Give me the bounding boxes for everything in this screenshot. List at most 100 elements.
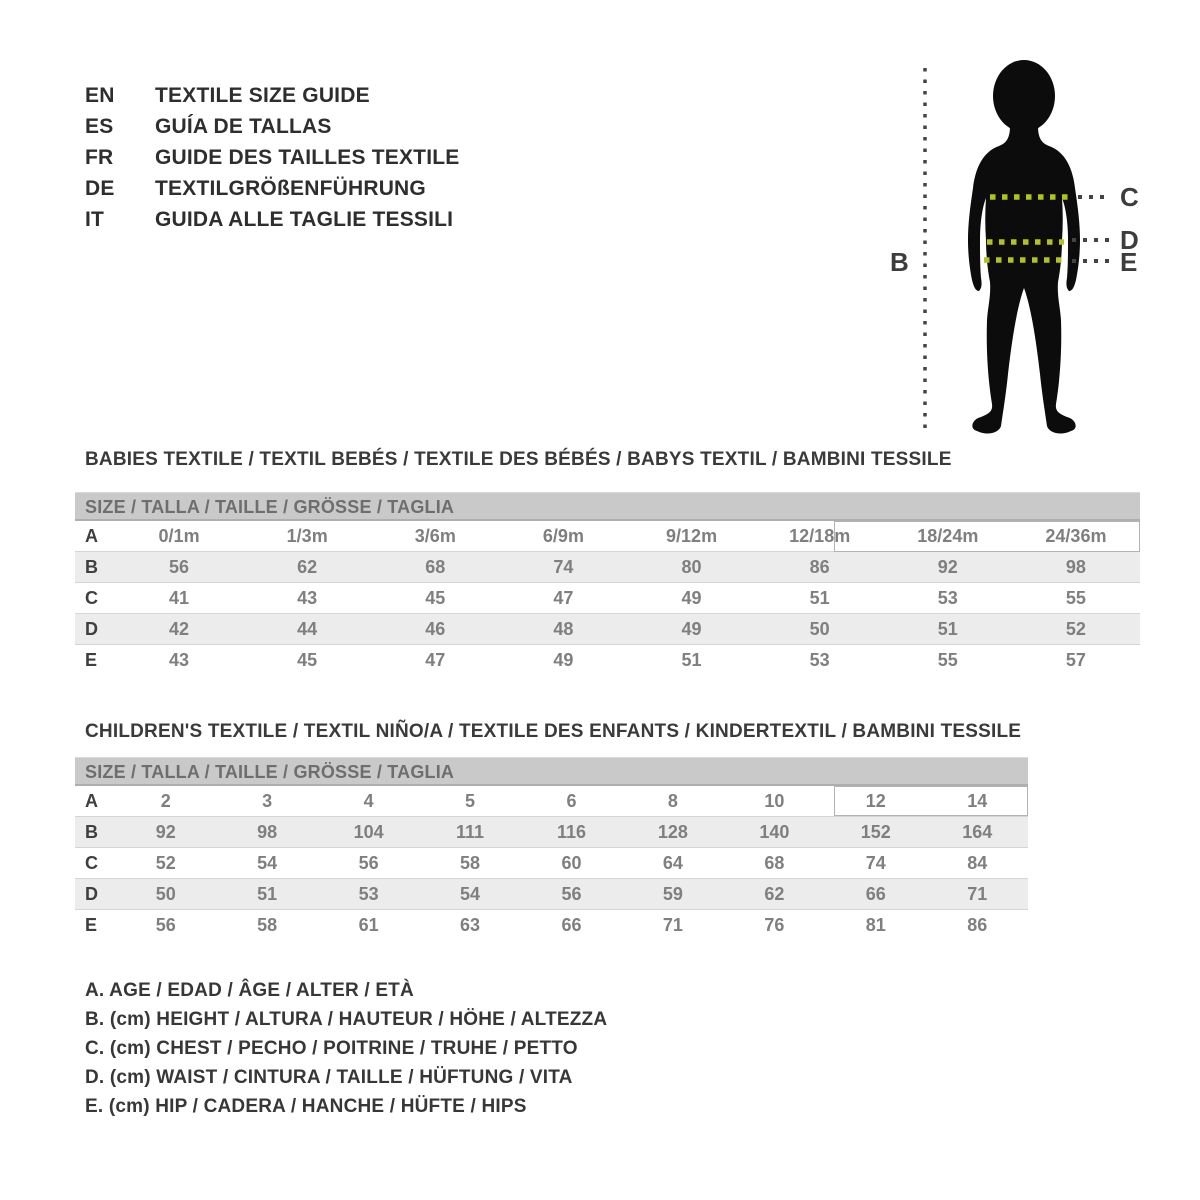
row-letter: D bbox=[85, 618, 98, 639]
size-cell: 12 bbox=[865, 790, 886, 811]
legend-line-chest: C. (cm) CHEST / PECHO / POITRINE / TRUHE… bbox=[85, 1038, 578, 1059]
size-cell: 56 bbox=[155, 914, 176, 935]
language-row-de: DE TEXTILGRÖßENFÜHRUNG bbox=[85, 173, 459, 204]
size-cell: 51 bbox=[257, 883, 278, 904]
size-cell: 9/12m bbox=[666, 525, 718, 546]
size-row-B: B 56 62 68 74 80 86 92 98 bbox=[75, 551, 1140, 583]
legend-line-hip: E. (cm) HIP / CADERA / HANCHE / HÜFTE / … bbox=[85, 1096, 527, 1117]
language-list: EN TEXTILE SIZE GUIDE ES GUÍA DE TALLAS … bbox=[85, 80, 459, 235]
size-cell: 46 bbox=[425, 618, 446, 639]
size-cell: 48 bbox=[553, 618, 574, 639]
size-cell: 53 bbox=[937, 587, 958, 608]
babies-table-header: SIZE / TALLA / TAILLE / GRÖSSE / TAGLIA bbox=[75, 492, 1140, 521]
size-cell: 10 bbox=[764, 790, 785, 811]
row-letter: A bbox=[85, 525, 98, 546]
language-label: GUIDA ALLE TAGLIE TESSILI bbox=[155, 208, 454, 231]
size-cell: 64 bbox=[662, 852, 683, 873]
size-cell: 71 bbox=[662, 914, 683, 935]
size-cell: 61 bbox=[358, 914, 379, 935]
size-cell: 45 bbox=[297, 649, 318, 670]
size-cell: 76 bbox=[764, 914, 785, 935]
row-letter: E bbox=[85, 914, 98, 935]
silhouette-body bbox=[968, 126, 1080, 434]
size-row-C: C 52 54 56 58 60 64 68 74 84 bbox=[75, 847, 1028, 879]
size-cell: 14 bbox=[967, 790, 988, 811]
language-row-es: ES GUÍA DE TALLAS bbox=[85, 111, 459, 142]
children-table-grid: A 2 3 4 5 6 8 10 12 14 B 92 98 104 111 116 128 140 152 164 C… bbox=[75, 786, 1028, 940]
size-cell: 74 bbox=[865, 852, 886, 873]
size-cell: 68 bbox=[425, 556, 446, 577]
language-code: EN bbox=[85, 84, 115, 107]
size-cell: 49 bbox=[681, 618, 702, 639]
legend-line-age: A. AGE / EDAD / ÂGE / ALTER / ETÀ bbox=[85, 980, 414, 1001]
size-cell: 53 bbox=[358, 883, 379, 904]
size-row-C: C 41 43 45 47 49 51 53 55 bbox=[75, 582, 1140, 614]
size-row-E: E 56 58 61 63 66 71 76 81 86 bbox=[75, 909, 1028, 941]
size-cell: 62 bbox=[297, 556, 318, 577]
size-cell: 84 bbox=[967, 852, 988, 873]
size-cell: 51 bbox=[809, 587, 830, 608]
size-row-A: A 2 3 4 5 6 8 10 12 14 bbox=[75, 786, 1028, 817]
row-letter: E bbox=[85, 649, 98, 670]
language-label: GUÍA DE TALLAS bbox=[155, 115, 332, 138]
language-code: ES bbox=[85, 115, 114, 138]
size-cell: 86 bbox=[967, 914, 988, 935]
size-cell: 2 bbox=[160, 790, 171, 811]
language-row-it: IT GUIDA ALLE TAGLIE TESSILI bbox=[85, 204, 459, 235]
size-cell: 3 bbox=[262, 790, 273, 811]
row-letter: C bbox=[85, 587, 98, 608]
legend-line-waist: D. (cm) WAIST / CINTURA / TAILLE / HÜFTU… bbox=[85, 1067, 573, 1088]
size-cell: 58 bbox=[257, 914, 278, 935]
babies-size-highlight-box bbox=[834, 521, 1140, 552]
language-label: GUIDE DES TAILLES TEXTILE bbox=[155, 146, 460, 169]
measurement-figure: B C D E bbox=[880, 40, 1180, 460]
children-size-highlight-box bbox=[834, 786, 1028, 816]
size-cell: 86 bbox=[809, 556, 830, 577]
size-cell: 52 bbox=[1065, 618, 1086, 639]
size-cell: 55 bbox=[937, 649, 958, 670]
chest-label: C bbox=[1120, 182, 1139, 212]
size-cell: 41 bbox=[169, 587, 190, 608]
babies-section-title: BABIES TEXTILE / TEXTIL BEBÉS / TEXTILE … bbox=[85, 449, 952, 470]
size-cell: 111 bbox=[456, 821, 485, 842]
child-silhouette-svg: B C D E bbox=[890, 60, 1139, 434]
language-row-fr: FR GUIDE DES TAILLES TEXTILE bbox=[85, 142, 459, 173]
size-cell: 92 bbox=[155, 821, 176, 842]
size-cell: 45 bbox=[425, 587, 446, 608]
size-cell: 43 bbox=[297, 587, 318, 608]
size-cell: 59 bbox=[662, 883, 683, 904]
size-cell: 4 bbox=[363, 790, 374, 811]
size-cell: 164 bbox=[962, 821, 993, 842]
size-row-D: D 50 51 53 54 56 59 62 66 71 bbox=[75, 878, 1028, 910]
row-letter: A bbox=[85, 790, 98, 811]
size-cell: 62 bbox=[764, 883, 785, 904]
size-cell: 3/6m bbox=[414, 525, 456, 546]
language-row-en: EN TEXTILE SIZE GUIDE bbox=[85, 80, 459, 111]
size-cell: 74 bbox=[553, 556, 574, 577]
size-cell: 66 bbox=[561, 914, 582, 935]
silhouette-head bbox=[993, 60, 1055, 132]
size-cell: 68 bbox=[764, 852, 785, 873]
size-cell: 51 bbox=[937, 618, 958, 639]
size-cell: 56 bbox=[358, 852, 379, 873]
size-row-A: A 0/1m 1/3m 3/6m 6/9m 9/12m 12/18m 18/24m 24/36m bbox=[75, 521, 1140, 552]
size-cell: 53 bbox=[809, 649, 830, 670]
size-cell: 92 bbox=[937, 556, 958, 577]
size-row-E: E 43 45 47 49 51 53 55 57 bbox=[75, 644, 1140, 676]
size-cell: 18/24m bbox=[917, 525, 979, 546]
language-label: TEXTILGRÖßENFÜHRUNG bbox=[155, 177, 426, 200]
size-cell: 43 bbox=[169, 649, 190, 670]
language-code: IT bbox=[85, 208, 105, 231]
height-label: B bbox=[890, 247, 909, 277]
size-cell: 57 bbox=[1065, 649, 1086, 670]
waist-label: D bbox=[1120, 225, 1139, 255]
size-row-D: D 42 44 46 48 49 50 51 52 bbox=[75, 613, 1140, 645]
children-table-header: SIZE / TALLA / TAILLE / GRÖSSE / TAGLIA bbox=[75, 757, 1028, 786]
size-cell: 49 bbox=[681, 587, 702, 608]
size-cell: 116 bbox=[556, 821, 586, 842]
size-cell: 63 bbox=[460, 914, 481, 935]
size-cell: 80 bbox=[681, 556, 702, 577]
size-cell: 104 bbox=[353, 821, 384, 842]
babies-table-grid: A 0/1m 1/3m 3/6m 6/9m 9/12m 12/18m 18/24m 24/36m… bbox=[75, 521, 1140, 675]
